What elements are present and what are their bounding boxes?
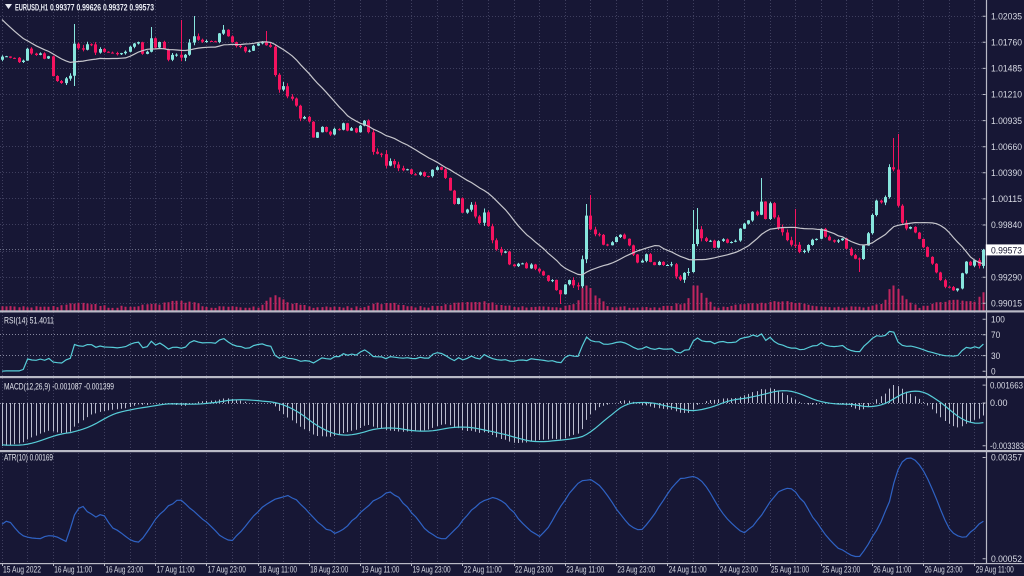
- svg-text:16 Aug 23:00: 16 Aug 23:00: [105, 565, 143, 575]
- svg-text:29 Aug 11:00: 29 Aug 11:00: [976, 565, 1014, 575]
- svg-text:1.01760: 1.01760: [991, 38, 1022, 48]
- svg-text:0: 0: [991, 366, 996, 376]
- svg-text:18 Aug 23:00: 18 Aug 23:00: [310, 565, 348, 575]
- svg-text:17 Aug 23:00: 17 Aug 23:00: [208, 565, 246, 575]
- svg-text:0.00052: 0.00052: [991, 554, 1022, 564]
- svg-text:23 Aug 11:00: 23 Aug 11:00: [566, 565, 604, 575]
- svg-text:-0.003383: -0.003383: [990, 441, 1024, 451]
- svg-text:1.00660: 1.00660: [991, 142, 1022, 152]
- svg-text:22 Aug 11:00: 22 Aug 11:00: [464, 565, 502, 575]
- svg-text:26 Aug 11:00: 26 Aug 11:00: [873, 565, 911, 575]
- svg-text:26 Aug 23:00: 26 Aug 23:00: [925, 565, 963, 575]
- svg-text:17 Aug 11:00: 17 Aug 11:00: [157, 565, 195, 575]
- svg-text:1.01210: 1.01210: [991, 90, 1022, 100]
- svg-text:18 Aug 11:00: 18 Aug 11:00: [259, 565, 297, 575]
- svg-text:15 Aug 2022: 15 Aug 2022: [3, 565, 41, 575]
- svg-text:1.02035: 1.02035: [991, 11, 1022, 21]
- svg-text:70: 70: [991, 330, 1000, 340]
- svg-text:0.99377 0.99626 0.99372 0.9957: 0.99377 0.99626 0.99372 0.99573: [50, 3, 154, 13]
- svg-text:23 Aug 23:00: 23 Aug 23:00: [617, 565, 655, 575]
- svg-text:0.99573: 0.99573: [991, 245, 1022, 255]
- svg-text:22 Aug 23:00: 22 Aug 23:00: [515, 565, 553, 575]
- svg-text:0.99840: 0.99840: [991, 220, 1022, 230]
- svg-text:100: 100: [991, 314, 1005, 324]
- svg-text:MACD(12,26,9) -0.001087 -0.001: MACD(12,26,9) -0.001087 -0.001399: [4, 382, 114, 392]
- svg-text:1.00115: 1.00115: [991, 194, 1022, 204]
- svg-text:24 Aug 11:00: 24 Aug 11:00: [669, 565, 707, 575]
- svg-text:16 Aug 11:00: 16 Aug 11:00: [54, 565, 92, 575]
- svg-text:RSI(14) 51.4011: RSI(14) 51.4011: [4, 316, 54, 326]
- svg-text:0.001663: 0.001663: [990, 380, 1023, 390]
- svg-text:25 Aug 23:00: 25 Aug 23:00: [822, 565, 860, 575]
- svg-text:25 Aug 11:00: 25 Aug 11:00: [771, 565, 809, 575]
- svg-text:ATR(10) 0.00169: ATR(10) 0.00169: [4, 453, 53, 463]
- svg-text:0.99290: 0.99290: [991, 272, 1022, 282]
- svg-text:0.00: 0.00: [990, 398, 1008, 408]
- svg-text:0.00357: 0.00357: [991, 453, 1022, 463]
- svg-text:1.01485: 1.01485: [991, 64, 1022, 74]
- svg-text:19 Aug 23:00: 19 Aug 23:00: [413, 565, 451, 575]
- svg-text:1.00935: 1.00935: [991, 116, 1022, 126]
- svg-text:30: 30: [991, 351, 1000, 361]
- svg-text:1.00390: 1.00390: [991, 168, 1022, 178]
- svg-text:0.99015: 0.99015: [991, 299, 1022, 309]
- svg-text:24 Aug 23:00: 24 Aug 23:00: [720, 565, 758, 575]
- svg-text:19 Aug 11:00: 19 Aug 11:00: [361, 565, 399, 575]
- svg-text:EURUSD,H1: EURUSD,H1: [15, 3, 48, 13]
